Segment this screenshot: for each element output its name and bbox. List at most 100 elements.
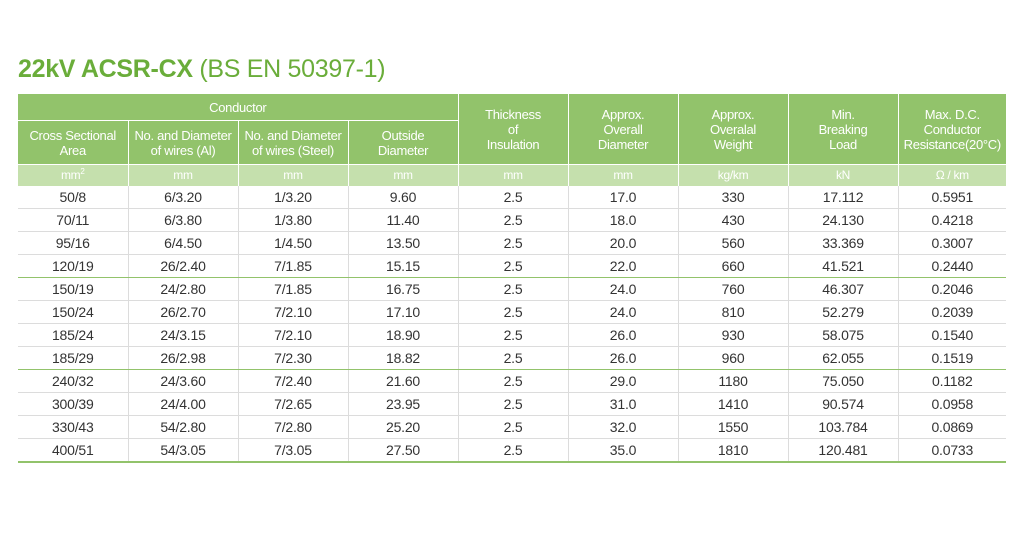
table-row: 300/39 24/4.00 7/2.65 23.95 2.5 31.0 1410 90.57… bbox=[18, 392, 1007, 416]
table-cell: 24/2.80 bbox=[127, 277, 238, 301]
unit-al-wires: mm bbox=[127, 164, 238, 186]
table-cell: 2.5 bbox=[457, 186, 569, 209]
page-title: 22kV ACSR-CX (BS EN 50397-1) bbox=[18, 55, 386, 84]
table-cell: 7/1.85 bbox=[237, 277, 348, 301]
table-cell: 31.0 bbox=[567, 392, 679, 416]
title-standard: (BS EN 50397-1) bbox=[199, 55, 386, 83]
table-cell: 15.15 bbox=[347, 254, 459, 278]
table-cell: 18.0 bbox=[567, 208, 679, 232]
header-outside-diameter: Outside Diameter bbox=[347, 120, 459, 165]
table-cell: 400/51 bbox=[18, 438, 128, 463]
table-cell: 75.050 bbox=[787, 369, 899, 393]
table-cell: 7/3.05 bbox=[237, 438, 348, 463]
header-breaking-load: Min. Breaking Load bbox=[787, 94, 899, 165]
table-cell: 1180 bbox=[677, 369, 789, 393]
table-cell: 1/3.80 bbox=[237, 208, 348, 232]
table-cell: 150/19 bbox=[18, 277, 128, 301]
table-cell: 16.75 bbox=[347, 277, 459, 301]
table-cell: 120.481 bbox=[787, 438, 899, 463]
table-cell: 41.521 bbox=[787, 254, 899, 278]
table-cell: 26.0 bbox=[567, 323, 679, 347]
table-cell: 26/2.98 bbox=[127, 346, 238, 370]
table-cell: 2.5 bbox=[457, 415, 569, 439]
table-cell: 0.3007 bbox=[897, 231, 1007, 255]
table-cell: 24/3.15 bbox=[127, 323, 238, 347]
table-cell: 24.0 bbox=[567, 277, 679, 301]
table-cell: 52.279 bbox=[787, 300, 899, 324]
table-body: 50/8 6/3.20 1/3.20 9.60 2.5 17.0 330 17.112 0.59… bbox=[18, 186, 1007, 463]
table-cell: 7/1.85 bbox=[237, 254, 348, 278]
table-cell: 0.5951 bbox=[897, 186, 1007, 209]
table-cell: 2.5 bbox=[457, 369, 569, 393]
table-cell: 2.5 bbox=[457, 323, 569, 347]
table-cell: 2.5 bbox=[457, 438, 569, 463]
table-cell: 33.369 bbox=[787, 231, 899, 255]
table-row: 95/16 6/4.50 1/4.50 13.50 2.5 20.0 560 33.369 0.… bbox=[18, 231, 1007, 255]
table-cell: 330/43 bbox=[18, 415, 128, 439]
table-row: 70/11 6/3.80 1/3.80 11.40 2.5 18.0 430 24.130 0.… bbox=[18, 208, 1007, 232]
table-cell: 0.2046 bbox=[897, 277, 1007, 301]
table-cell: 35.0 bbox=[567, 438, 679, 463]
header-thickness: Thickness of Insulation bbox=[457, 94, 569, 165]
table-cell: 29.0 bbox=[567, 369, 679, 393]
table-cell: 2.5 bbox=[457, 254, 569, 278]
table-row: 50/8 6/3.20 1/3.20 9.60 2.5 17.0 330 17.112 0.59… bbox=[18, 186, 1007, 209]
table-cell: 6/4.50 bbox=[127, 231, 238, 255]
header-weight: Approx. Overalal Weight bbox=[677, 94, 789, 165]
table-cell: 7/2.30 bbox=[237, 346, 348, 370]
table-cell: 9.60 bbox=[347, 186, 459, 209]
table-cell: 24.0 bbox=[567, 300, 679, 324]
table-cell: 90.574 bbox=[787, 392, 899, 416]
table-cell: 0.1540 bbox=[897, 323, 1007, 347]
table-cell: 2.5 bbox=[457, 277, 569, 301]
table-cell: 2.5 bbox=[457, 392, 569, 416]
table-cell: 1550 bbox=[677, 415, 789, 439]
table-cell: 0.2039 bbox=[897, 300, 1007, 324]
table-cell: 1/4.50 bbox=[237, 231, 348, 255]
table-cell: 17.10 bbox=[347, 300, 459, 324]
table-cell: 0.4218 bbox=[897, 208, 1007, 232]
unit-cross-section: mm2 bbox=[18, 164, 128, 186]
unit-outside-diameter: mm bbox=[347, 164, 459, 186]
header-al-wires: No. and Diameter of wires (Al) bbox=[127, 120, 238, 165]
unit-weight: kg/km bbox=[677, 164, 789, 186]
table-cell: 185/29 bbox=[18, 346, 128, 370]
table-cell: 103.784 bbox=[787, 415, 899, 439]
table-cell: 70/11 bbox=[18, 208, 128, 232]
table-cell: 7/2.80 bbox=[237, 415, 348, 439]
table-cell: 58.075 bbox=[787, 323, 899, 347]
table-cell: 7/2.40 bbox=[237, 369, 348, 393]
table-cell: 54/3.05 bbox=[127, 438, 238, 463]
table-cell: 6/3.80 bbox=[127, 208, 238, 232]
table-cell: 27.50 bbox=[347, 438, 459, 463]
table-cell: 26.0 bbox=[567, 346, 679, 370]
title-main: 22kV ACSR-CX bbox=[18, 55, 193, 83]
table-cell: 18.82 bbox=[347, 346, 459, 370]
table-cell: 150/24 bbox=[18, 300, 128, 324]
table-cell: 1810 bbox=[677, 438, 789, 463]
table-cell: 7/2.10 bbox=[237, 323, 348, 347]
table-row: 150/19 24/2.80 7/1.85 16.75 2.5 24.0 760 46.307… bbox=[18, 277, 1007, 301]
table-cell: 95/16 bbox=[18, 231, 128, 255]
table-cell: 1/3.20 bbox=[237, 186, 348, 209]
table-cell: 13.50 bbox=[347, 231, 459, 255]
table-row: 185/24 24/3.15 7/2.10 18.90 2.5 26.0 930 58.075… bbox=[18, 323, 1007, 347]
table-cell: 20.0 bbox=[567, 231, 679, 255]
table-cell: 0.1182 bbox=[897, 369, 1007, 393]
table-cell: 24.130 bbox=[787, 208, 899, 232]
table-row: 400/51 54/3.05 7/3.05 27.50 2.5 35.0 1810 120.4… bbox=[18, 438, 1007, 463]
header-conductor-group: Conductor bbox=[18, 94, 459, 121]
table-cell: 185/24 bbox=[18, 323, 128, 347]
table-cell: 810 bbox=[677, 300, 789, 324]
table-cell: 25.20 bbox=[347, 415, 459, 439]
unit-breaking-load: kN bbox=[787, 164, 899, 186]
table-cell: 0.0733 bbox=[897, 438, 1007, 463]
table-row: 240/32 24/3.60 7/2.40 21.60 2.5 29.0 1180 75.05… bbox=[18, 369, 1007, 393]
table-cell: 300/39 bbox=[18, 392, 128, 416]
table-cell: 2.5 bbox=[457, 231, 569, 255]
table-cell: 960 bbox=[677, 346, 789, 370]
table-cell: 660 bbox=[677, 254, 789, 278]
table-cell: 7/2.65 bbox=[237, 392, 348, 416]
table-cell: 26/2.70 bbox=[127, 300, 238, 324]
table-row: 330/43 54/2.80 7/2.80 25.20 2.5 32.0 1550 103.7… bbox=[18, 415, 1007, 439]
